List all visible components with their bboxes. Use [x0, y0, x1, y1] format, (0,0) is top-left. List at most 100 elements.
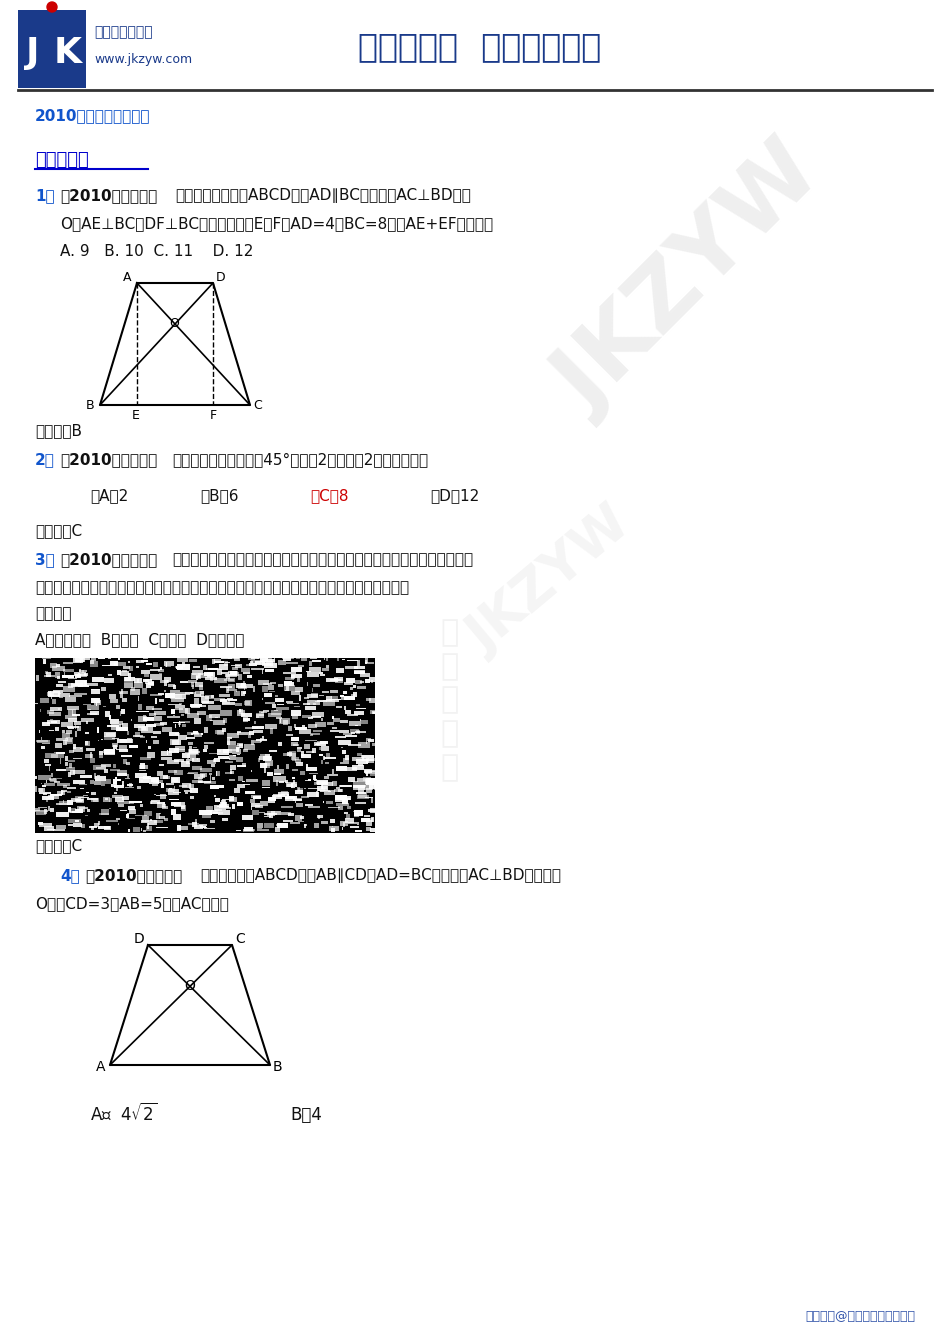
- Bar: [313, 660, 321, 663]
- Bar: [117, 801, 130, 804]
- Bar: [264, 692, 273, 696]
- Bar: [267, 772, 274, 777]
- Bar: [235, 664, 241, 668]
- Bar: [109, 694, 116, 699]
- Bar: [74, 694, 87, 695]
- Bar: [350, 721, 361, 726]
- Bar: [77, 674, 86, 678]
- Bar: [140, 757, 151, 760]
- Bar: [90, 753, 92, 758]
- Bar: [207, 672, 216, 676]
- Bar: [66, 768, 75, 772]
- Bar: [335, 766, 347, 772]
- Bar: [199, 684, 203, 690]
- Bar: [90, 698, 100, 703]
- Bar: [222, 800, 225, 804]
- Bar: [74, 721, 81, 726]
- Bar: [229, 796, 234, 801]
- Bar: [149, 694, 162, 696]
- Bar: [298, 664, 303, 667]
- Bar: [143, 776, 151, 780]
- Bar: [141, 820, 148, 823]
- Bar: [143, 717, 154, 721]
- Bar: [39, 788, 46, 792]
- Bar: [322, 785, 327, 789]
- Bar: [117, 739, 126, 743]
- Bar: [110, 719, 119, 723]
- Bar: [262, 756, 271, 761]
- Bar: [57, 782, 69, 786]
- Bar: [44, 760, 48, 762]
- Bar: [120, 711, 121, 717]
- Bar: [74, 672, 85, 675]
- Bar: [283, 820, 294, 823]
- Bar: [204, 727, 208, 733]
- Bar: [116, 706, 120, 709]
- Bar: [162, 757, 172, 761]
- Bar: [366, 679, 370, 683]
- Bar: [202, 813, 211, 819]
- Bar: [204, 742, 214, 743]
- Bar: [238, 765, 246, 768]
- Bar: [135, 773, 147, 777]
- Bar: [331, 828, 334, 832]
- Bar: [64, 789, 67, 792]
- Bar: [111, 725, 121, 730]
- Bar: [77, 726, 81, 730]
- Bar: [67, 772, 71, 777]
- Bar: [91, 690, 100, 694]
- Bar: [156, 827, 168, 828]
- Bar: [193, 703, 201, 706]
- Bar: [278, 742, 281, 746]
- Bar: [56, 824, 66, 829]
- Bar: [66, 730, 72, 734]
- Bar: [163, 776, 168, 778]
- Bar: [62, 730, 66, 733]
- Bar: [48, 692, 54, 696]
- Bar: [200, 768, 212, 772]
- Bar: [113, 745, 117, 749]
- Bar: [171, 809, 176, 815]
- Bar: [48, 691, 60, 696]
- Bar: [65, 696, 76, 702]
- Bar: [192, 821, 198, 827]
- Bar: [264, 768, 266, 773]
- Bar: [310, 662, 312, 666]
- Bar: [281, 805, 294, 808]
- Bar: [312, 713, 324, 717]
- Bar: [67, 709, 76, 715]
- Bar: [352, 788, 366, 790]
- Bar: [194, 746, 197, 749]
- Bar: [196, 675, 200, 678]
- Bar: [120, 671, 129, 675]
- Bar: [65, 738, 73, 743]
- Bar: [307, 768, 317, 772]
- Bar: [278, 684, 283, 687]
- Bar: [109, 808, 111, 809]
- Bar: [370, 774, 383, 776]
- Bar: [304, 743, 311, 749]
- Bar: [238, 733, 250, 735]
- Bar: [213, 812, 223, 815]
- Bar: [216, 770, 218, 776]
- Bar: [155, 698, 157, 705]
- Bar: [86, 798, 98, 800]
- Bar: [140, 764, 145, 769]
- Bar: [188, 680, 198, 683]
- Bar: [139, 777, 149, 782]
- Bar: [207, 760, 216, 765]
- Bar: [186, 754, 189, 760]
- Bar: [351, 729, 359, 733]
- Bar: [37, 739, 49, 743]
- Text: C: C: [253, 399, 262, 412]
- Bar: [221, 699, 230, 705]
- Bar: [152, 707, 162, 710]
- Bar: [81, 658, 90, 660]
- Bar: [232, 804, 236, 809]
- Bar: [253, 686, 256, 691]
- Bar: [313, 684, 320, 687]
- Bar: [136, 667, 139, 668]
- Bar: [339, 796, 351, 800]
- Text: B: B: [273, 1060, 283, 1074]
- Bar: [158, 692, 163, 695]
